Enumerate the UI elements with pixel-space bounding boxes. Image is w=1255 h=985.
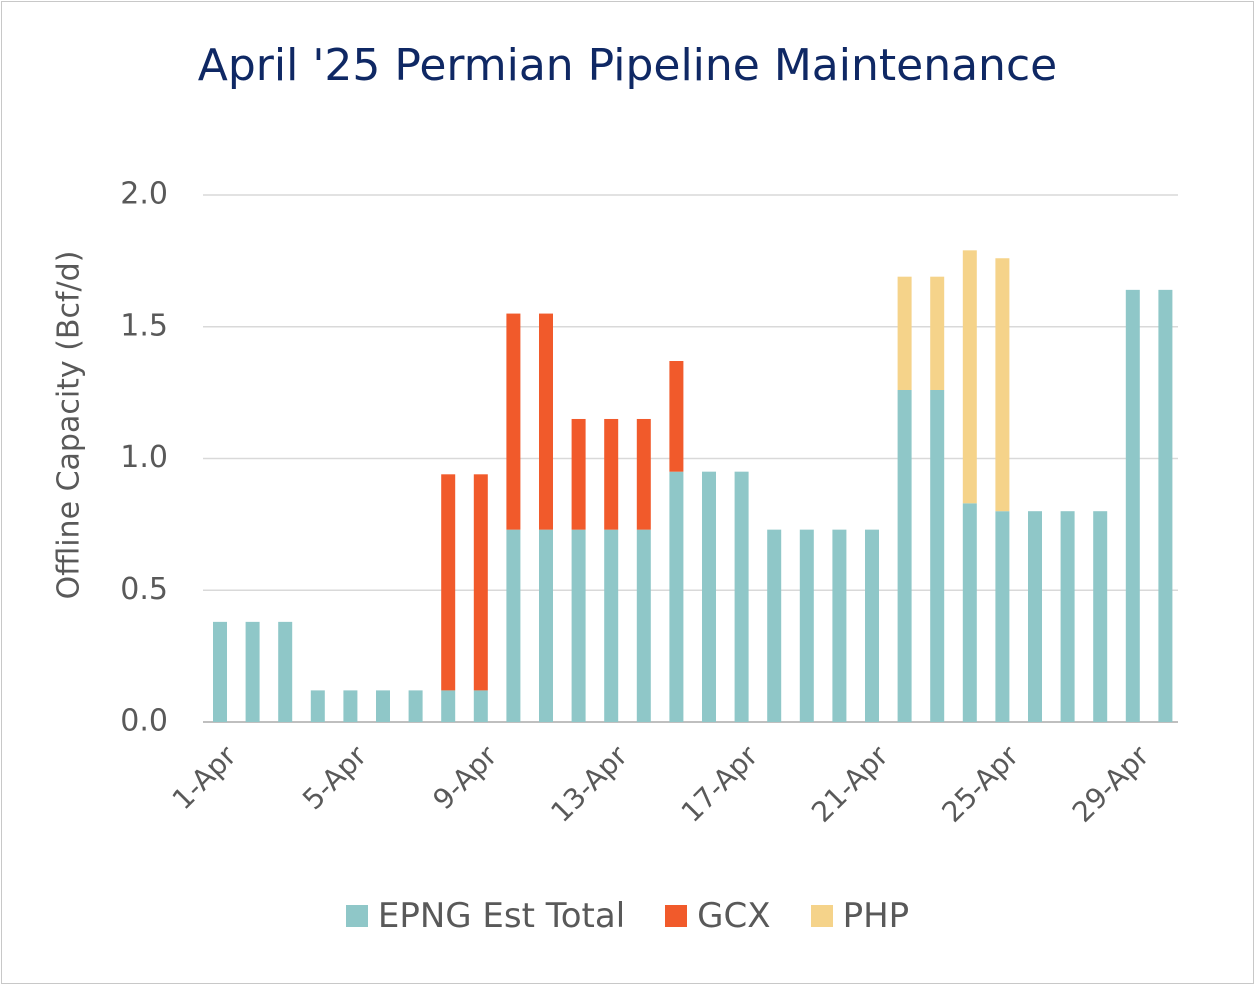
bar-epng-est-total-14-apr — [636, 529, 651, 722]
bar-epng-est-total-10-apr — [506, 529, 521, 722]
bar-epng-est-total-6-apr — [376, 690, 390, 722]
bar-epng-est-total-22-apr — [897, 389, 912, 722]
bar-epng-est-total-25-apr — [995, 511, 1010, 722]
bar-epng-est-total-9-apr — [473, 690, 488, 722]
bar-epng-est-total-27-apr — [1060, 511, 1075, 722]
y-tick-label: 1.5 — [120, 308, 168, 343]
legend-item: GCX — [665, 896, 771, 936]
bar-gcx-13-apr — [604, 418, 619, 530]
bar-epng-est-total-19-apr — [799, 529, 814, 722]
bar-php-22-apr — [897, 276, 912, 390]
y-tick-label: 0.0 — [120, 704, 168, 739]
x-tick-label: 9-Apr — [427, 739, 504, 816]
bar-php-25-apr — [995, 258, 1010, 512]
x-tick-label: 29-Apr — [1066, 739, 1156, 829]
bar-epng-est-total-29-apr — [1125, 289, 1140, 722]
bar-epng-est-total-12-apr — [571, 529, 586, 722]
bar-epng-est-total-18-apr — [767, 529, 782, 722]
bar-epng-est-total-20-apr — [832, 529, 847, 722]
bar-epng-est-total-21-apr — [865, 529, 879, 722]
x-tick-label: 21-Apr — [805, 739, 895, 829]
bar-epng-est-total-24-apr — [962, 503, 977, 722]
legend-label: PHP — [842, 896, 910, 936]
bar-epng-est-total-30-apr — [1158, 289, 1173, 722]
bar-epng-est-total-8-apr — [441, 690, 456, 722]
x-tick-label: 25-Apr — [936, 739, 1026, 829]
bar-php-23-apr — [930, 276, 945, 390]
y-axis-label: Offline Capacity (Bcf/d) — [52, 251, 87, 600]
y-tick-label: 1.0 — [120, 440, 168, 475]
bar-epng-est-total-26-apr — [1028, 511, 1042, 722]
legend-swatch — [810, 905, 833, 927]
bar-epng-est-total-7-apr — [408, 690, 423, 722]
legend-swatch — [345, 905, 368, 927]
y-tick-label: 2.0 — [120, 177, 168, 212]
bar-epng-est-total-1-apr — [213, 621, 227, 722]
bar-gcx-11-apr — [539, 313, 553, 530]
legend-swatch — [665, 905, 688, 927]
bar-gcx-15-apr — [669, 361, 684, 472]
bar-gcx-8-apr — [441, 474, 456, 691]
bar-epng-est-total-3-apr — [278, 621, 293, 722]
bar-gcx-14-apr — [636, 418, 651, 530]
legend-label: EPNG Est Total — [377, 896, 626, 936]
x-tick-label: 5-Apr — [296, 739, 373, 816]
legend-item: EPNG Est Total — [345, 896, 626, 936]
bar-epng-est-total-4-apr — [310, 690, 325, 722]
y-tick-label: 0.5 — [120, 572, 168, 607]
bar-epng-est-total-28-apr — [1093, 511, 1108, 722]
bar-gcx-10-apr — [506, 313, 521, 530]
bar-php-24-apr — [962, 250, 977, 504]
legend-label: GCX — [697, 896, 771, 936]
bar-epng-est-total-16-apr — [702, 471, 716, 722]
bar-epng-est-total-13-apr — [604, 529, 619, 722]
legend: EPNG Est Total GCX PHP — [0, 896, 1255, 936]
bar-epng-est-total-23-apr — [930, 389, 945, 722]
x-tick-label: 1-Apr — [166, 739, 243, 816]
chart-title: April '25 Permian Pipeline Maintenance — [197, 40, 1058, 91]
legend-item: PHP — [810, 896, 910, 936]
x-tick-label: 13-Apr — [544, 739, 634, 829]
bar-epng-est-total-15-apr — [669, 471, 684, 722]
bar-epng-est-total-2-apr — [245, 621, 260, 722]
bar-gcx-9-apr — [473, 474, 488, 691]
bar-gcx-12-apr — [571, 418, 586, 530]
bar-epng-est-total-11-apr — [539, 529, 553, 722]
x-tick-label: 17-Apr — [675, 739, 765, 829]
bar-epng-est-total-17-apr — [734, 471, 749, 722]
bar-epng-est-total-5-apr — [343, 690, 358, 722]
